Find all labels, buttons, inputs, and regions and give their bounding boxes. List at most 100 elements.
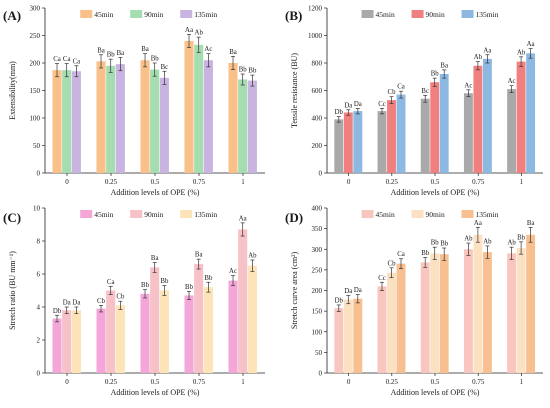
panel-3-tag: (C) <box>3 210 21 225</box>
panel-2-bar-s0-c2 <box>420 98 430 173</box>
panel-4-y-tick-label-0: 0 <box>319 370 323 378</box>
panel-1-sig-label-s0-c4: Ba <box>229 49 237 56</box>
panel-3-y-tick-label-3: 6 <box>37 271 41 279</box>
panel-1-bar-s1-c1 <box>106 65 116 173</box>
panel-3-x-tick-label-2: 0.5 <box>151 378 160 386</box>
panel-1-legend-label-1: 90min <box>144 10 163 19</box>
panel-2-legend-label-0: 45min <box>376 10 395 19</box>
panel-4-bar-s1-c4 <box>516 248 526 373</box>
panel-3-bar-s1-c0 <box>62 310 72 373</box>
panel-4-bar-s2-c1 <box>396 263 406 373</box>
panel-2-bar-s0-c0 <box>334 119 344 173</box>
panel-2-x-tick-label-0: 0 <box>347 178 351 186</box>
panel-3-legend-label-0: 45min <box>94 210 113 219</box>
panel-3-y-tick-label-1: 2 <box>37 337 41 345</box>
panel-1-y-tick-label-2: 100 <box>30 115 41 123</box>
panel-4-legend-swatch-1 <box>411 210 424 218</box>
panel-1-y-tick-label-4: 200 <box>30 60 41 68</box>
panel-4-bar-s0-c0 <box>334 308 344 373</box>
panel-4-y-tick-label-3: 150 <box>312 308 323 316</box>
panel-1-x-tick-label-2: 0.5 <box>151 178 160 186</box>
panel-1-sig-label-s0-c2: Ba <box>141 46 149 53</box>
panel-1-bar-s1-c3 <box>194 44 204 173</box>
panel-3-sig-label-s0-c3: Bb <box>185 284 194 291</box>
panel-3-sig-label-s0-c4: Ac <box>229 268 237 275</box>
panel-4-tag: (D) <box>285 210 303 225</box>
panel-3-sig-label-s0-c0: Db <box>53 308 62 315</box>
panel-3-bar-s2-c2 <box>159 290 169 373</box>
panel-4-y-tick-label-2: 100 <box>312 328 323 336</box>
panel-4-legend-swatch-0 <box>361 210 374 218</box>
panel-3-y-tick-label-5: 10 <box>33 205 41 213</box>
panel-2-sig-label-s1-c2: Bb <box>431 71 440 78</box>
panel-1-sig-label-s1-c0: Ca <box>63 56 71 63</box>
panel-2-bar-s1-c1 <box>387 100 396 173</box>
panel-1-legend-swatch-1 <box>130 10 143 18</box>
panel-1-y-tick-label-1: 50 <box>33 142 41 150</box>
panel-1-x-axis-label: Addition levels of OPE (%) <box>111 188 200 197</box>
panel-4-sig-label-s1-c0: Da <box>344 288 352 295</box>
panel-3-y-tick-label-2: 4 <box>37 304 41 312</box>
panel-1-sig-label-s2-c4: Bb <box>248 68 257 75</box>
panel-1-y-tick-label-5: 250 <box>30 32 41 40</box>
panel-2-x-tick-label-4: 1 <box>520 178 524 186</box>
panel-1-sig-label-s0-c3: Aa <box>185 27 193 34</box>
panel-1-bar-s0-c3 <box>184 41 194 173</box>
panel-3-bar-s0-c4 <box>228 280 238 373</box>
panel-2-y-tick-label-2: 400 <box>312 115 323 123</box>
panel-4-x-tick-label-2: 0.5 <box>431 378 440 386</box>
panel-3-bar-s1-c1 <box>106 290 116 373</box>
panel-1-bar-s2-c3 <box>203 60 213 173</box>
panel-1-bar-s2-c1 <box>115 64 125 173</box>
panel-4-x-tick-label-4: 1 <box>520 378 524 386</box>
panel-4-bar-s0-c4 <box>507 253 517 373</box>
panel-4-sig-label-s0-c0: Db <box>335 297 344 304</box>
panel-2-bar-s2-c2 <box>439 74 449 173</box>
panel-3-x-tick-label-1: 0.25 <box>105 378 118 386</box>
panel-2-x-tick-label-3: 0.75 <box>472 178 485 186</box>
panel-3-sig-label-s1-c1: Ca <box>107 279 115 286</box>
panel-4-bar-s2-c2 <box>439 254 449 373</box>
panel-4-sig-label-s2-c2: Bb <box>440 241 449 248</box>
panel-4-x-tick-label-0: 0 <box>347 378 351 386</box>
panel-3-bar-s0-c2 <box>140 293 150 373</box>
panel-2-x-tick-label-2: 0.5 <box>431 178 440 186</box>
panel-3-sig-label-s2-c1: Cb <box>116 294 125 301</box>
panel-2-y-axis-label: Tensile resistance (BU) <box>290 53 299 128</box>
panel-2-bar-s2-c1 <box>396 94 406 173</box>
panel-2-y-tick-label-0: 0 <box>319 170 323 178</box>
panel-3-bar-s2-c0 <box>71 310 81 373</box>
panel-4-sig-label-s0-c3: Ab <box>464 236 473 243</box>
panel-3-sig-label-s2-c4: Ab <box>248 252 257 259</box>
panel-4-y-tick-label-4: 200 <box>312 287 323 295</box>
panel-2-legend-swatch-0 <box>361 10 374 18</box>
panel-3-sig-label-s2-c0: Da <box>72 300 80 307</box>
panel-2-bar-s2-c3 <box>482 58 492 173</box>
panel-1-sig-label-s0-c1: Ba <box>97 47 105 54</box>
panel-2-bar-s1-c4 <box>516 61 526 173</box>
panel-1-sig-label-s2-c1: Ba <box>117 50 125 57</box>
panel-4-y-axis-label: Stretch curve area (cm²) <box>290 252 299 330</box>
panel-2-sig-label-s0-c0: Db <box>335 109 344 116</box>
panel-2-bar-s1-c0 <box>343 112 353 173</box>
panel-2-sig-label-s1-c1: Cb <box>388 89 397 96</box>
panel-1-y-tick-label-3: 150 <box>30 87 41 95</box>
panel-1-bar-s1-c0 <box>62 70 72 173</box>
panel-2-bar-s1-c3 <box>473 65 483 173</box>
panel-1-legend-swatch-2 <box>180 10 193 18</box>
panel-2-bar-s0-c3 <box>463 93 473 173</box>
panel-4-sig-label-s1-c4: Bb <box>517 234 526 241</box>
panel-1-legend-swatch-0 <box>80 10 93 18</box>
panel-1-sig-label-s1-c1: Bb <box>107 52 116 59</box>
panel-3-bar-s1-c4 <box>238 229 248 373</box>
panel-2-sig-label-s2-c3: Aa <box>483 47 491 54</box>
panel-3-bar-s0-c0 <box>52 318 62 373</box>
panel-1-sig-label-s0-c0: Ca <box>53 56 61 63</box>
panel-4-sig-label-s0-c1: Cc <box>378 275 386 282</box>
panel-4-sig-label-s2-c0: Da <box>354 287 362 294</box>
panel-1-x-tick-label-1: 0.25 <box>105 178 118 186</box>
panel-3-sig-label-s2-c2: Bb <box>160 278 169 285</box>
panel-3-sig-label-s1-c3: Ba <box>195 252 203 259</box>
panel-2-bar-s1-c2 <box>430 82 440 173</box>
